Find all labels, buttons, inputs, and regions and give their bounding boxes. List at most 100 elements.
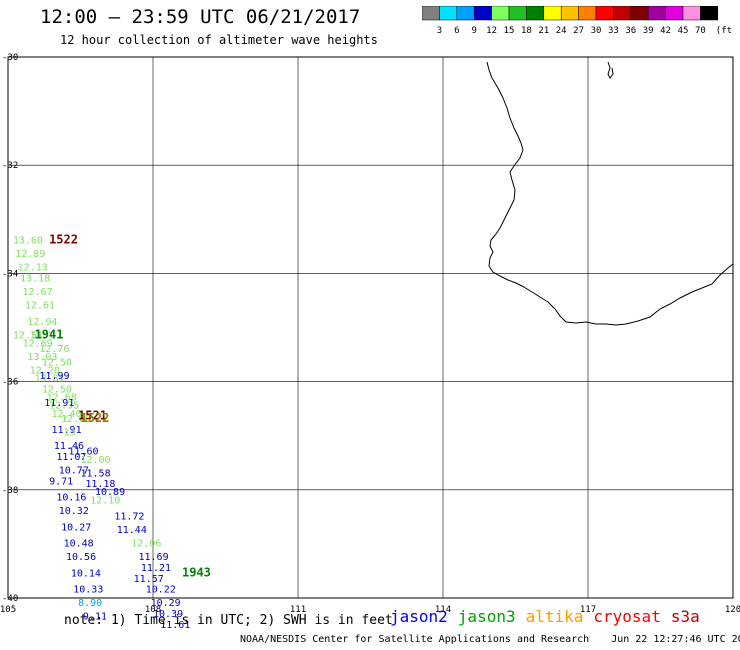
footnote: note: 1) Time is in UTC; 2) SWH is in fe… — [64, 613, 393, 628]
wave-height-value: 11.44 — [117, 525, 147, 536]
colorbar-swatch — [491, 6, 510, 21]
coastline-island — [607, 61, 614, 79]
wave-height-value: 12.50 — [42, 384, 72, 395]
colorbar-label: 27 — [573, 26, 584, 36]
wave-height-value: 10.22 — [146, 585, 176, 596]
colorbar-swatch — [647, 6, 666, 21]
wave-height-value: 12.69 — [23, 338, 53, 349]
wave-height-value: 10.77 — [59, 466, 89, 477]
wave-height-value: 11.58 — [81, 468, 111, 479]
lat-label: -34 — [2, 269, 18, 279]
colorbar-swatch — [682, 6, 701, 21]
colorbar-swatch — [630, 6, 649, 21]
wave-height-value: 11.21 — [141, 563, 171, 574]
colorbar-swatch — [595, 6, 614, 21]
wave-height-value: 13.81 — [35, 374, 65, 385]
colorbar-label: 15 — [504, 26, 515, 36]
wave-height-value: 12.76 — [39, 344, 69, 355]
wave-height-value: 11.72 — [114, 512, 144, 523]
wave-height-value: 10.14 — [71, 568, 101, 579]
lat-label: -38 — [2, 486, 18, 496]
wave-height-value: 11.99 — [39, 371, 69, 382]
colorbar-unit: (ft) — [716, 26, 732, 36]
wave-height-value: 13.03 — [27, 352, 57, 363]
colorbar-swatch — [473, 6, 492, 21]
satellite-jason2: jason2 — [390, 607, 448, 626]
lat-label: -40 — [2, 594, 18, 604]
wave-height-value: 10.27 — [61, 522, 91, 533]
australia-coastline — [486, 61, 734, 326]
wave-height-value: 10.48 — [64, 539, 94, 550]
pass-time-label: 1522 — [81, 411, 110, 425]
wave-height-value: 9.71 — [49, 476, 73, 487]
wave-height-value: 12.68 — [47, 393, 77, 404]
wave-height-value: 11.60 — [68, 447, 98, 458]
wave-height-value: 12.80 — [61, 414, 91, 425]
wave-height-value: 11.07 — [56, 452, 86, 463]
timestamp: Jun 22 12:27:46 UTC 2017 — [611, 634, 740, 645]
wave-height-value: 11.69 — [139, 552, 169, 563]
pass-time-label: 1522 — [49, 233, 78, 247]
wave-height-value: 13.18 — [20, 274, 50, 285]
wave-height-value: 11.91 — [44, 398, 74, 409]
credit: NOAA/NESDIS Center for Satellite Applica… — [240, 634, 590, 645]
colorbar-label: 39 — [643, 26, 654, 36]
colorbar-swatch — [700, 6, 719, 21]
wave-height-value: 12.40 — [52, 409, 82, 420]
lat-label: -32 — [2, 161, 18, 171]
grid-lines — [8, 57, 733, 598]
map-frame — [7, 56, 734, 599]
wave-height-value: 10.32 — [59, 506, 89, 517]
wave-height-value: 12.67 — [23, 287, 53, 298]
lat-label: -36 — [2, 378, 18, 388]
colorbar-label: 70 — [695, 26, 706, 36]
pass-time-label: 1941 — [35, 327, 64, 341]
colorbar-label: 45 — [678, 26, 689, 36]
satellite-s3a: s3a — [670, 607, 700, 626]
satellite-legend: jason2 jason3 altika cryosat s3a — [390, 607, 710, 626]
colorbar-swatch — [439, 6, 458, 21]
colorbar-swatch — [456, 6, 475, 21]
satellite-altika: altika — [525, 607, 584, 626]
wave-height-value: 12.20 — [30, 365, 60, 376]
colorbar-swatch — [665, 6, 684, 21]
wave-height-value: 10.16 — [56, 493, 86, 504]
wave-height-value: 13 — [64, 428, 76, 439]
wave-height-value: 12.50 — [42, 357, 72, 368]
wave-height-value: 11.46 — [54, 441, 84, 452]
wave-height-value: 12.13 — [18, 263, 48, 274]
wave-height-value: 11.18 — [85, 479, 115, 490]
lon-label: 105 — [0, 605, 16, 615]
wave-height-value: 12.06 — [131, 539, 161, 550]
wave-height-value: 12.51 — [13, 330, 43, 341]
wave-height-value: 10.56 — [66, 552, 96, 563]
wave-height-value: 11.57 — [134, 574, 164, 585]
colorbar-swatch — [560, 6, 579, 21]
colorbar-label: 12 — [486, 26, 497, 36]
wave-height-value: 13.60 — [13, 236, 43, 247]
satellite-jason3: jason3 — [457, 607, 516, 626]
wave-height-value: 12.89 — [15, 249, 45, 260]
colorbar-label: 36 — [625, 26, 636, 36]
page-title: 12:00 – 23:59 UTC 06/21/2017 — [40, 6, 361, 28]
lat-label: -30 — [2, 53, 18, 63]
wave-height-value: 10.33 — [73, 585, 103, 596]
colorbar-label: 6 — [454, 26, 459, 36]
wave-height-value: 10.89 — [95, 487, 125, 498]
colorbar-label: 3 — [437, 26, 442, 36]
satellite-cryosat: cryosat — [593, 607, 661, 626]
wave-height-value: 11.91 — [52, 425, 82, 436]
colorbar-label: 18 — [521, 26, 532, 36]
colorbar-swatch — [508, 6, 527, 21]
lon-label: 120 — [725, 605, 740, 615]
pass-time-label: 1521 — [78, 408, 107, 422]
lat-lon-labels: 105 108 111 114 117 120-30-32-34-36-38-40 — [0, 53, 740, 615]
page-subtitle: 12 hour collection of altimeter wave hei… — [60, 33, 378, 47]
colorbar-label: 24 — [556, 26, 567, 36]
coastline-west — [486, 61, 734, 326]
pass-time-label: 1943 — [182, 565, 211, 579]
wave-height-value: 13.1 — [30, 330, 54, 341]
